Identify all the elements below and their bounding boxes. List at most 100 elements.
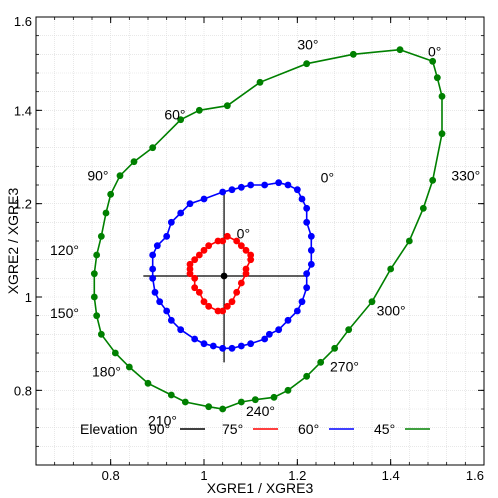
series-45-point <box>144 379 152 387</box>
series-75-point <box>186 260 194 268</box>
legend-entry-label: 90° <box>149 421 170 437</box>
series-45-point <box>130 158 138 166</box>
series-75-point <box>186 270 194 278</box>
series-75-point <box>242 265 250 273</box>
series-60-point <box>177 209 185 217</box>
series-60-point <box>167 218 175 226</box>
series-45-point <box>429 176 437 184</box>
series-75-point <box>228 298 236 306</box>
series-45-point <box>149 144 157 152</box>
series-75-point <box>237 279 245 287</box>
series-75-point <box>205 302 213 310</box>
series-45-point <box>284 386 292 394</box>
series-75-point <box>242 270 250 278</box>
series-45-point <box>219 405 227 413</box>
series-75-point <box>223 302 231 310</box>
angle-annotation: 330° <box>451 167 480 183</box>
y-tick-label: 0.8 <box>14 383 32 398</box>
y-tick-label: 1.6 <box>14 14 32 29</box>
series-75-point <box>200 246 208 254</box>
series-60-point <box>219 188 227 196</box>
angle-annotation: 210° <box>148 412 177 428</box>
angle-annotations: 0° 0° 30° 0° 60° 330° 90° 120° 300° 150° 270° 180° 2… <box>50 37 480 429</box>
series-45-point <box>237 398 245 406</box>
series-45-point <box>419 204 427 212</box>
series-45-point <box>90 293 98 301</box>
y-axis-label: XGRE2 / XGRE3 <box>5 187 21 294</box>
series-60-point <box>261 181 269 189</box>
series-45-point <box>331 344 339 352</box>
series-60-point <box>151 288 159 296</box>
series-75-point <box>233 288 241 296</box>
series-45-point <box>433 74 441 82</box>
series-60-point <box>228 344 236 352</box>
series-45-point <box>438 92 446 100</box>
series-60-point <box>298 195 306 203</box>
angle-annotation: 150° <box>50 305 79 321</box>
series-45-point <box>368 298 376 306</box>
series-60-point <box>200 195 208 203</box>
angle-annotation: 270° <box>330 359 359 375</box>
series-45-point <box>102 209 110 217</box>
series-75-point <box>191 274 199 282</box>
series-45-point <box>181 398 189 406</box>
grid <box>36 17 484 465</box>
series-60-point <box>228 186 236 194</box>
series-60-point <box>247 340 255 348</box>
series-45-point <box>195 106 203 114</box>
series-45 <box>90 46 446 413</box>
series-60-point <box>209 342 217 350</box>
series-75-point <box>219 237 227 245</box>
series-60-point <box>303 284 311 292</box>
series-60-point <box>156 298 164 306</box>
series-45-line <box>93 48 443 410</box>
y-tick-label: 1 <box>25 290 32 305</box>
angle-annotation: 90° <box>87 167 108 183</box>
series-60-point <box>275 326 283 334</box>
series-layer <box>90 46 446 413</box>
series-60-point <box>275 179 283 187</box>
series-60-point <box>219 344 227 352</box>
series-60-point <box>191 335 199 343</box>
series-90-center-point <box>220 272 228 280</box>
series-60-point <box>149 274 157 282</box>
series-60-point <box>293 186 301 194</box>
series-60-point <box>303 204 311 212</box>
series-60-point <box>261 335 269 343</box>
series-45-point <box>251 396 259 404</box>
series-75-point <box>219 307 227 315</box>
angle-annotation: 120° <box>50 242 79 258</box>
series-60-point <box>167 316 175 324</box>
series-75-point <box>195 288 203 296</box>
series-45-point <box>429 57 437 65</box>
series-75-point <box>223 232 231 240</box>
angle-annotation: 60° <box>164 107 185 123</box>
series-45-point <box>167 391 175 399</box>
series-75-point <box>186 265 194 273</box>
x-tick-label: 1.4 <box>382 468 400 483</box>
series-60-point <box>200 340 208 348</box>
series-60-point <box>303 270 311 278</box>
series-60-point <box>303 218 311 226</box>
legend-entry-label: 45° <box>374 421 395 437</box>
series-45-point <box>303 372 311 380</box>
series-60-point <box>237 183 245 191</box>
series-45-point <box>90 270 98 278</box>
series-45-point <box>317 358 325 366</box>
series-45-point <box>345 326 353 334</box>
angle-annotation: 0° <box>321 170 334 186</box>
series-60-point <box>293 307 301 315</box>
series-45-point <box>387 265 395 273</box>
series-45-point <box>396 46 404 54</box>
series-45-point <box>97 232 105 240</box>
series-45-point <box>93 312 101 320</box>
angle-annotation: 0° <box>237 226 250 242</box>
legend-entry-label: 75° <box>222 421 243 437</box>
series-90 <box>220 272 228 280</box>
series-45-point <box>111 349 119 357</box>
series-75-point <box>242 246 250 254</box>
series-45-point <box>438 130 446 138</box>
series-75-point <box>200 298 208 306</box>
angle-annotation: 30° <box>297 37 318 53</box>
